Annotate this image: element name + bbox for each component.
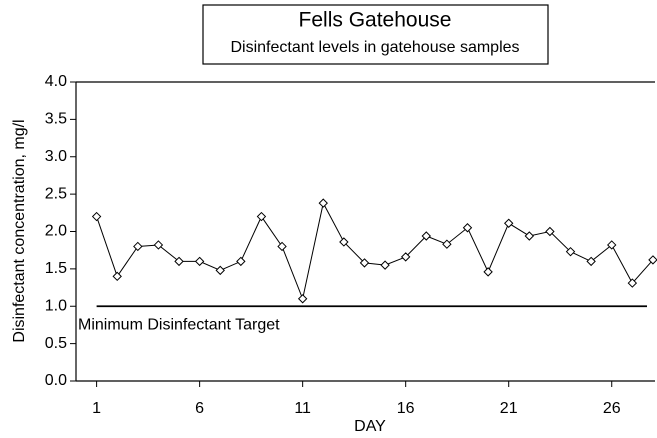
y-tick-label: 4.0 xyxy=(45,73,67,90)
y-tick-label: 1.5 xyxy=(45,260,67,277)
chart-title: Fells Gatehouse xyxy=(299,9,452,32)
data-marker xyxy=(174,256,184,267)
data-marker xyxy=(400,252,411,262)
x-tick-label: 26 xyxy=(603,400,621,417)
x-tick-label: 1 xyxy=(92,400,101,417)
data-marker xyxy=(524,231,535,241)
data-marker xyxy=(565,246,576,257)
data-marker xyxy=(215,265,225,276)
data-marker xyxy=(112,271,122,282)
y-tick-label: 1.0 xyxy=(45,297,67,314)
data-marker xyxy=(194,256,205,267)
data-marker xyxy=(380,260,390,270)
x-tick-label: 21 xyxy=(500,400,518,417)
data-marker xyxy=(586,256,596,267)
x-tick-label: 6 xyxy=(195,400,204,417)
y-tick-label: 0.5 xyxy=(45,335,67,352)
y-tick-label: 3.5 xyxy=(45,111,67,128)
data-marker xyxy=(483,267,493,277)
data-marker xyxy=(236,256,246,267)
data-marker xyxy=(648,255,657,265)
chart-subtitle: Disinfectant levels in gatehouse samples xyxy=(230,39,519,56)
data-marker xyxy=(627,278,638,288)
data-marker xyxy=(359,258,370,268)
data-marker xyxy=(545,226,555,237)
data-marker xyxy=(153,240,164,250)
data-marker xyxy=(133,241,143,252)
title-box xyxy=(202,4,549,65)
x-tick-label: 16 xyxy=(397,400,415,417)
data-marker xyxy=(256,211,267,222)
reference-label: Minimum Disinfectant Target xyxy=(78,316,280,333)
data-marker xyxy=(277,241,287,252)
x-axis-label: DAY xyxy=(354,418,386,435)
data-marker xyxy=(421,231,431,241)
data-line xyxy=(96,201,654,301)
data-marker xyxy=(607,240,617,250)
y-tick-label: 2.0 xyxy=(45,223,67,240)
data-marker xyxy=(442,239,452,249)
data-marker xyxy=(462,223,473,233)
x-tick-label: 11 xyxy=(294,400,311,417)
y-tick-label: 2.5 xyxy=(45,185,67,202)
y-axis-label: Disinfectant concentration, mg/l xyxy=(11,119,28,342)
data-marker xyxy=(91,211,102,222)
y-tick-label: 3.0 xyxy=(45,148,67,165)
data-marker xyxy=(339,237,349,247)
data-marker xyxy=(297,294,308,304)
data-marker xyxy=(503,218,514,228)
y-tick-label: 0.0 xyxy=(45,372,67,389)
data-marker xyxy=(318,198,328,208)
